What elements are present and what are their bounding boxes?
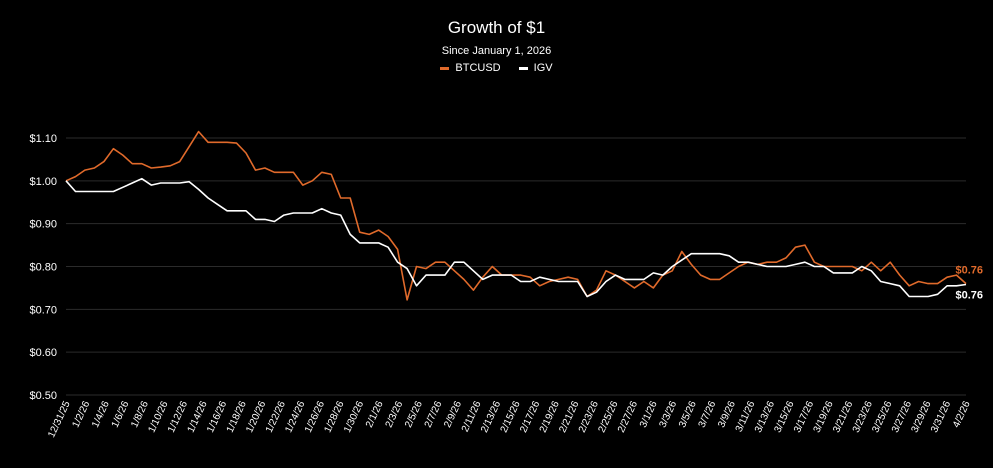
series-lines (65, 130, 967, 301)
y-tick-label: $0.60 (29, 347, 57, 359)
legend-item-igv[interactable]: IGV (518, 62, 553, 74)
end-label-igv: $0.76 (955, 289, 983, 301)
series-line-igv (65, 177, 967, 298)
chart-subtitle: Since January 1, 2026 (441, 45, 552, 57)
legend: BTCUSD IGV (0, 62, 993, 74)
chart-title: Growth of $1 (447, 18, 546, 37)
y-axis-ticks: $0.50 $0.60 $0.70 $0.80 $0.90 $1.00 $1.10 (29, 133, 57, 402)
legend-swatch-btcusd (440, 66, 450, 70)
y-tick-label: $0.50 (29, 390, 57, 402)
y-tick-label: $1.10 (29, 133, 57, 145)
end-labels: $0.76 $0.76 (955, 265, 983, 302)
legend-label-igv: IGV (533, 62, 553, 74)
legend-swatch-igv (518, 66, 528, 70)
y-tick-label: $0.90 (29, 219, 57, 231)
y-tick-label: $1.00 (29, 176, 57, 188)
y-tick-label: $0.80 (29, 262, 57, 274)
x-tick-label: 12/31/25 (46, 399, 73, 439)
x-axis-ticks: 12/31/251/2/261/4/261/6/261/8/261/10/261… (46, 399, 973, 439)
legend-label-btcusd: BTCUSD (455, 62, 501, 74)
legend-item-btcusd[interactable]: BTCUSD (440, 62, 501, 74)
y-tick-label: $0.70 (29, 304, 57, 316)
series-line-btcusd (65, 130, 967, 301)
x-tick-label: 4/2/26 (951, 399, 973, 429)
end-label-btcusd: $0.76 (955, 265, 983, 277)
